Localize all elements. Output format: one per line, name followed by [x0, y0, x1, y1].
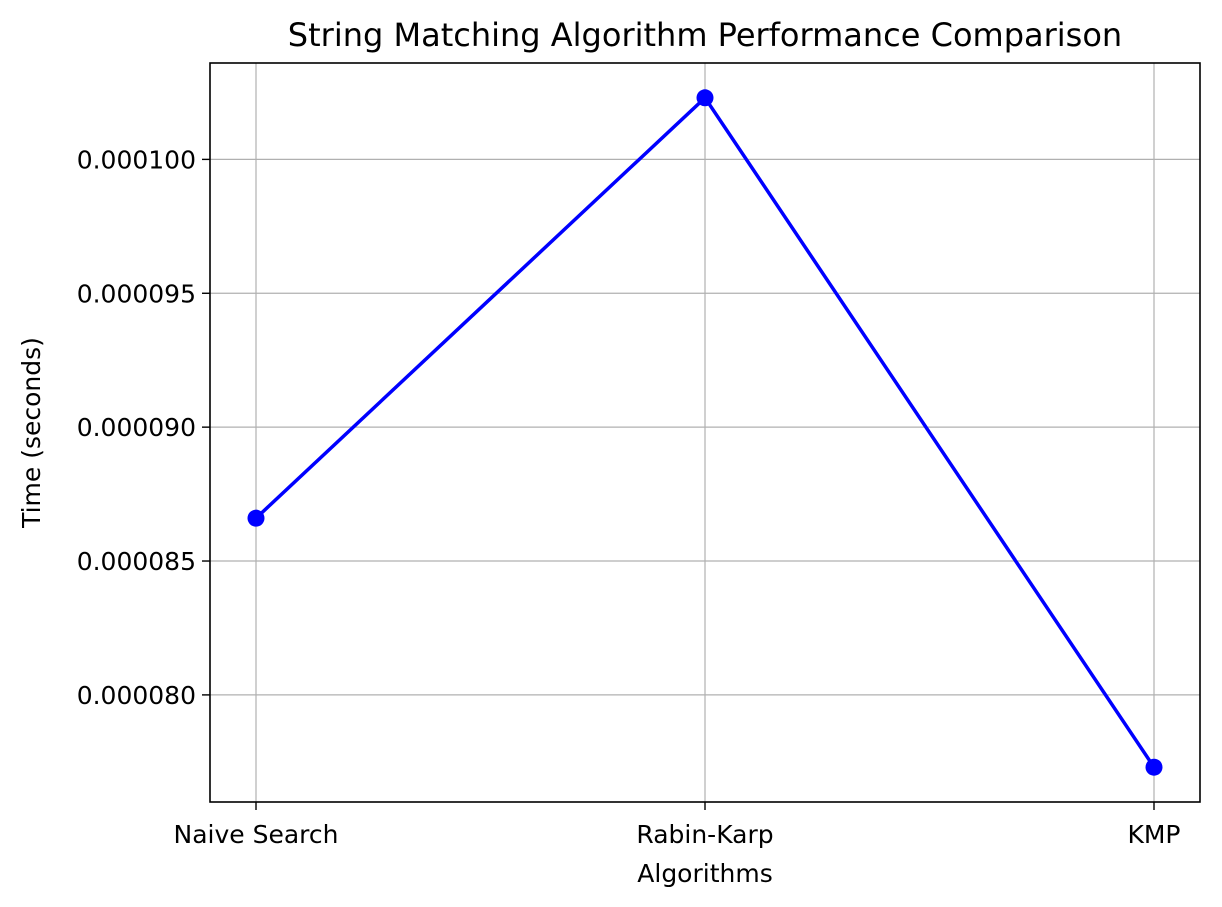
y-tick-label: 0.000090	[77, 413, 196, 442]
data-point-marker	[696, 89, 714, 107]
y-tick-label: 0.000085	[77, 547, 196, 576]
x-axis-label: Algorithms	[637, 859, 772, 888]
data-point-marker	[1145, 758, 1163, 776]
data-series	[247, 89, 1163, 776]
chart-title: String Matching Algorithm Performance Co…	[288, 16, 1122, 54]
grid-lines	[210, 63, 1200, 802]
x-tick-label: Naive Search	[174, 820, 339, 849]
y-tick-label: 0.000080	[77, 681, 196, 710]
y-axis-label: Time (seconds)	[17, 337, 46, 529]
plot-area-frame	[209, 62, 1201, 803]
x-tick-label: Rabin-Karp	[636, 820, 773, 849]
y-tick-label: 0.000100	[77, 145, 196, 174]
x-tick-label: KMP	[1127, 820, 1180, 849]
axis-ticks: Naive Search Rabin-Karp KMP 0.000080 0.00008…	[77, 145, 1181, 849]
y-tick-label: 0.000095	[77, 279, 196, 308]
data-point-marker	[247, 509, 265, 527]
